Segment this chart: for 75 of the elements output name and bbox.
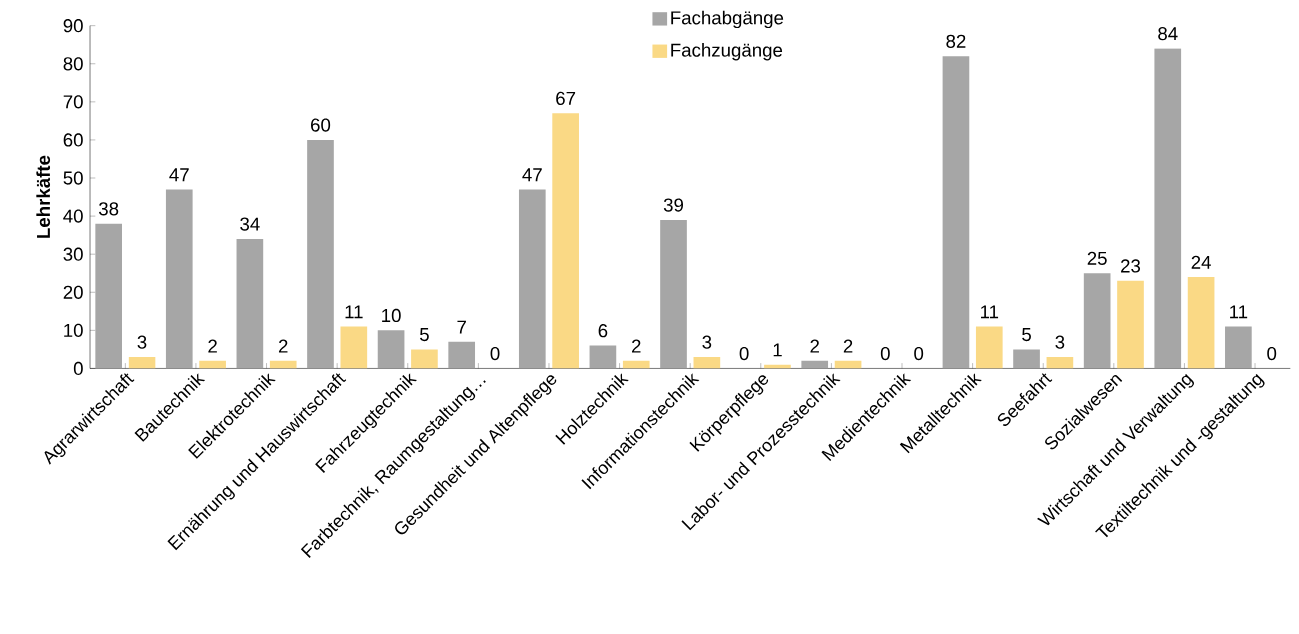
data-label: 2 xyxy=(843,339,853,353)
bar xyxy=(1187,277,1215,369)
bar xyxy=(552,113,579,369)
data-label: 67 xyxy=(556,92,576,106)
bar xyxy=(95,223,122,369)
bar xyxy=(448,342,476,369)
y-tick-label: 80 xyxy=(63,57,83,71)
bar xyxy=(1225,326,1252,369)
bar xyxy=(1154,48,1182,369)
data-label: 3 xyxy=(137,335,147,349)
data-label: 11 xyxy=(345,305,363,319)
bar xyxy=(377,330,405,369)
bar xyxy=(1083,273,1111,369)
data-label: 3 xyxy=(702,335,712,349)
data-label: 25 xyxy=(1087,251,1107,266)
data-label: 47 xyxy=(522,168,542,182)
y-tick-label: 40 xyxy=(63,209,83,223)
data-label: 0 xyxy=(914,347,924,361)
legend-label: Fachabgänge xyxy=(671,10,784,29)
y-tick-label: 90 xyxy=(63,19,83,33)
bar xyxy=(518,189,546,369)
data-label: 0 xyxy=(880,347,890,361)
legend-label: Fachzugänge xyxy=(671,43,783,61)
data-label: 0 xyxy=(490,347,500,361)
bar xyxy=(269,361,297,369)
data-label: 11 xyxy=(1230,305,1248,319)
data-label: 1 xyxy=(773,343,782,357)
y-tick-label: 0 xyxy=(73,362,83,376)
bar xyxy=(1046,357,1074,369)
bar xyxy=(340,326,368,369)
bar xyxy=(411,349,438,369)
bar xyxy=(165,189,193,369)
data-label: 60 xyxy=(311,118,331,132)
data-label: 24 xyxy=(1191,255,1211,270)
data-label: 6 xyxy=(598,324,608,338)
data-label: 23 xyxy=(1121,259,1141,273)
data-label: 0 xyxy=(739,347,749,361)
bar xyxy=(801,361,829,369)
data-label: 7 xyxy=(457,320,466,334)
data-label: 5 xyxy=(1022,328,1031,342)
data-label: 5 xyxy=(419,328,429,342)
data-label: 39 xyxy=(663,198,684,212)
data-label: 34 xyxy=(240,217,260,231)
bar xyxy=(1013,349,1040,369)
data-label: 3 xyxy=(1055,335,1065,349)
bar xyxy=(834,361,862,369)
bar xyxy=(622,361,650,369)
y-tick-label: 10 xyxy=(64,323,83,338)
y-tick-label: 70 xyxy=(63,95,83,109)
bar xyxy=(1117,281,1144,369)
data-label: 82 xyxy=(946,34,966,49)
bar xyxy=(307,140,334,369)
data-label: 11 xyxy=(981,305,999,319)
bar xyxy=(660,220,687,369)
y-tick-label: 60 xyxy=(63,133,83,147)
bar xyxy=(199,361,226,369)
bar xyxy=(975,326,1003,369)
bar xyxy=(128,357,156,369)
y-tick-label: 50 xyxy=(63,171,83,185)
data-label: 2 xyxy=(208,339,217,353)
data-label: 10 xyxy=(382,309,401,323)
y-axis-title: Lehrkäfte xyxy=(36,155,51,239)
y-tick-label: 30 xyxy=(63,247,83,262)
y-tick-label: 20 xyxy=(63,285,83,300)
data-label: 47 xyxy=(169,168,189,182)
bar xyxy=(693,357,721,369)
data-label: 0 xyxy=(1267,347,1277,361)
data-label: 2 xyxy=(278,339,288,353)
bar xyxy=(942,56,970,369)
bar xyxy=(589,345,617,369)
data-label: 2 xyxy=(632,339,641,353)
data-label: 84 xyxy=(1158,27,1178,41)
bar xyxy=(236,239,264,369)
data-label: 38 xyxy=(98,202,119,216)
data-label: 2 xyxy=(810,339,819,353)
